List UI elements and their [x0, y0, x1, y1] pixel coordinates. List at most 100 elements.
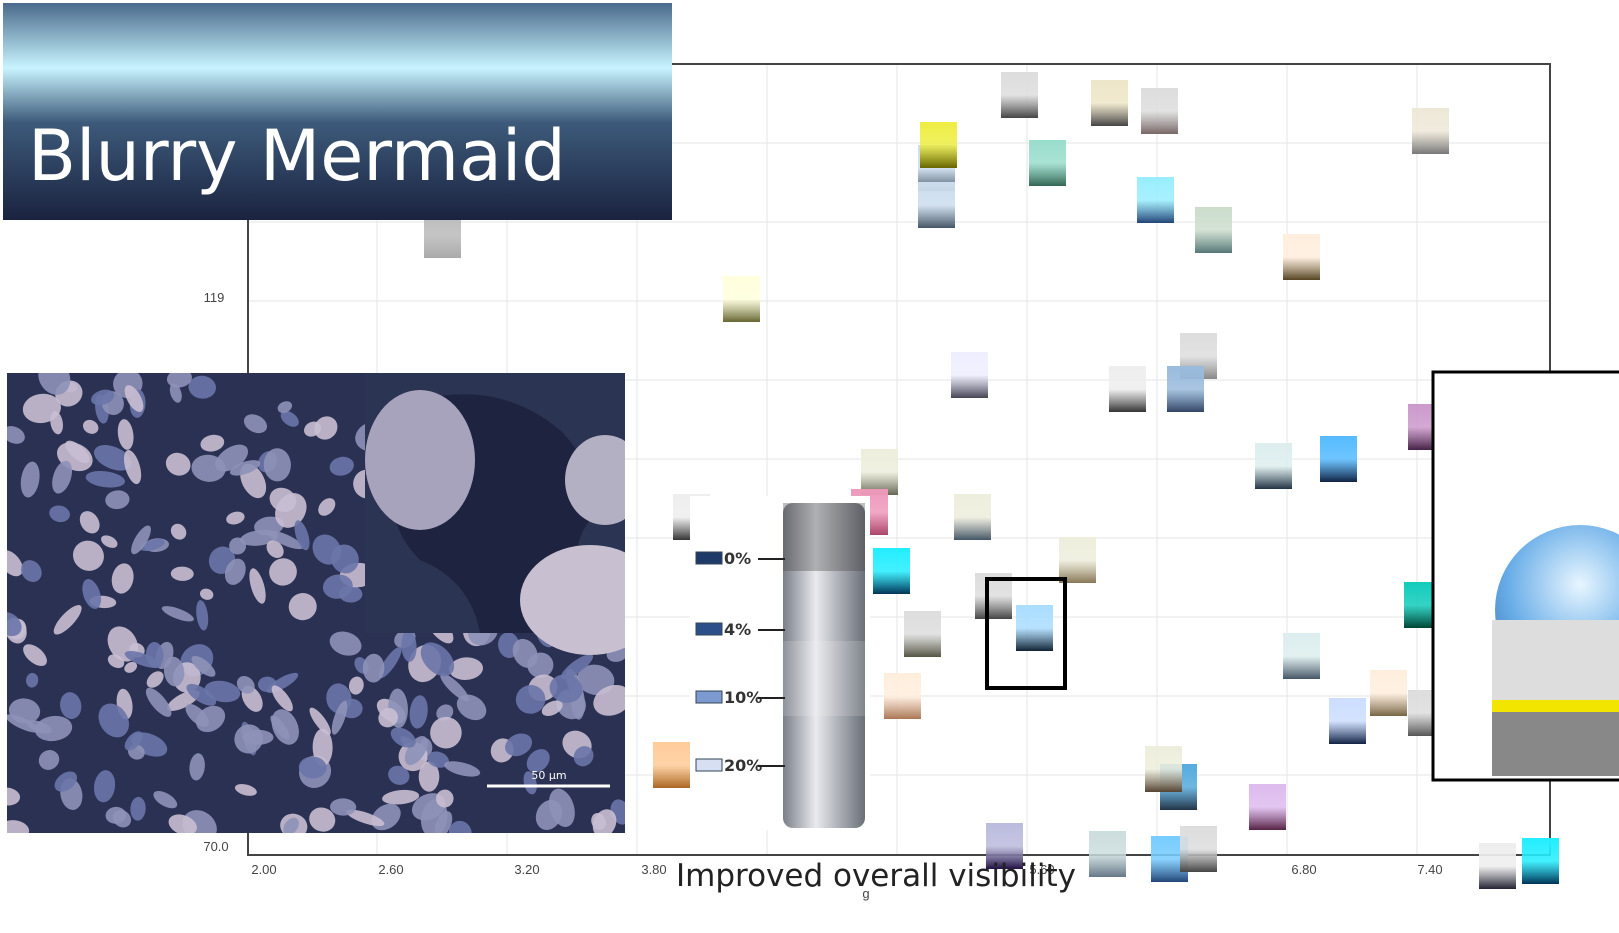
- particle: [269, 558, 297, 586]
- particle: [309, 707, 331, 735]
- particle: [298, 756, 327, 779]
- particle: [330, 544, 359, 574]
- particle: [420, 642, 455, 677]
- particle: [22, 393, 61, 424]
- particle: [20, 461, 40, 498]
- particle: [512, 638, 538, 668]
- particle: [105, 490, 130, 510]
- title: Blurry Mermaid: [28, 115, 566, 197]
- swatch: [861, 449, 898, 495]
- particle: [85, 470, 125, 488]
- particle: [456, 694, 487, 721]
- particle: [107, 654, 125, 669]
- particle: [79, 511, 100, 534]
- level-label: 10%: [724, 688, 762, 707]
- swatch: [1089, 831, 1126, 877]
- particle: [49, 505, 70, 523]
- particle: [101, 535, 118, 548]
- particle: [25, 672, 39, 688]
- swatch: [1001, 72, 1038, 118]
- swatch: [1255, 443, 1292, 489]
- swatch: [1249, 784, 1286, 830]
- swatch: [1180, 826, 1217, 872]
- particle: [401, 630, 417, 662]
- particle: [153, 791, 178, 809]
- particle: [82, 579, 102, 609]
- particle: [91, 389, 115, 406]
- particle: [330, 798, 357, 816]
- particle: [169, 383, 182, 403]
- swatch: [904, 611, 941, 657]
- particle: [38, 750, 60, 770]
- swatch: [1195, 207, 1232, 253]
- swatch: [1016, 605, 1053, 651]
- micrograph: 50 μm: [7, 373, 625, 833]
- particle: [448, 820, 472, 833]
- swatch: [920, 122, 957, 168]
- particle: [549, 674, 583, 703]
- particle: [7, 787, 21, 806]
- particle: [418, 761, 440, 792]
- particle: [188, 375, 217, 399]
- particle: [329, 631, 362, 656]
- particle: [7, 426, 25, 444]
- particle: [277, 401, 293, 413]
- particle: [269, 487, 297, 512]
- particle: [124, 449, 142, 485]
- particle: [145, 687, 172, 717]
- swatch: [1329, 698, 1366, 744]
- swatch: [723, 276, 760, 322]
- particle: [229, 460, 261, 476]
- particle: [331, 700, 348, 735]
- particle: [224, 558, 246, 585]
- particle: [166, 373, 192, 388]
- particle: [111, 563, 134, 594]
- side-panel: [1431, 370, 1619, 782]
- particle: [526, 749, 550, 773]
- particle: [189, 753, 205, 781]
- particle: [23, 644, 47, 666]
- particle: [329, 456, 354, 476]
- particle: [7, 820, 30, 833]
- particle: [124, 661, 138, 673]
- particle: [105, 806, 127, 824]
- level-label: 20%: [724, 756, 762, 775]
- particle: [131, 525, 151, 555]
- level-swatch: [695, 622, 723, 636]
- particle: [124, 385, 144, 412]
- level-swatch: [695, 551, 723, 565]
- caption: Improved overall visibility: [676, 858, 1076, 894]
- particle: [200, 588, 214, 600]
- swatch: [1109, 366, 1146, 412]
- particle: [185, 703, 209, 727]
- particle: [427, 751, 449, 768]
- particle: [430, 716, 462, 749]
- particle: [309, 807, 336, 832]
- swatches: [424, 72, 1559, 889]
- particle: [182, 810, 217, 833]
- particle: [170, 523, 187, 540]
- particle: [226, 511, 245, 525]
- particle: [93, 445, 132, 471]
- swatch: [884, 673, 921, 719]
- particle: [82, 419, 99, 434]
- particle: [314, 416, 338, 440]
- particle: [266, 540, 284, 559]
- particle: [444, 761, 481, 777]
- particle: [271, 685, 293, 712]
- particle: [146, 671, 164, 688]
- swatch: [1167, 366, 1204, 412]
- x-tick-label: 2.00: [251, 862, 276, 877]
- x-tick-label: 3.80: [641, 862, 666, 877]
- particle: [346, 809, 385, 827]
- particle: [53, 605, 82, 635]
- particle: [560, 654, 594, 680]
- particle: [196, 600, 209, 631]
- particle: [280, 410, 299, 427]
- particle: [7, 550, 23, 577]
- particle: [215, 444, 249, 472]
- particle: [378, 646, 402, 679]
- particle: [404, 736, 428, 765]
- swatch: [653, 742, 690, 788]
- particle: [236, 675, 255, 694]
